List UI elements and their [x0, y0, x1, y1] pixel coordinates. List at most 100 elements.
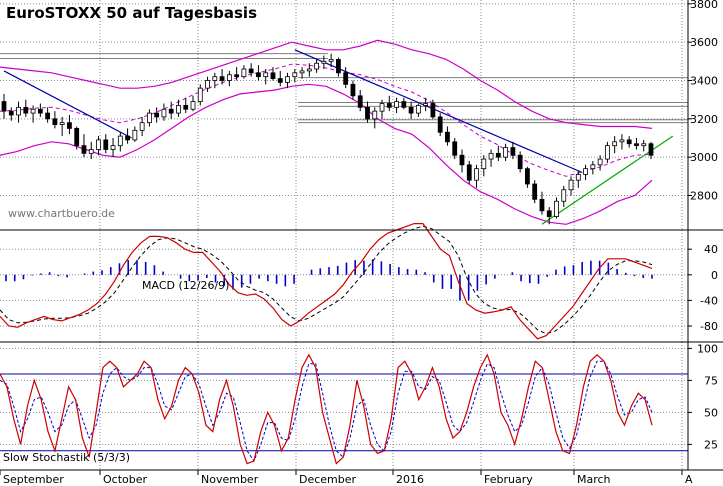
- macd-histogram-bar: [48, 272, 51, 275]
- macd-histogram-bar: [476, 274, 479, 291]
- candle-body: [437, 116, 443, 133]
- candle-body: [532, 183, 538, 200]
- candle-body: [226, 74, 232, 81]
- macd-histogram-bar: [249, 274, 252, 284]
- candle-body: [452, 141, 458, 156]
- candle-body: [59, 122, 65, 125]
- candle-body: [401, 101, 407, 108]
- macd-histogram-bar: [494, 274, 496, 279]
- candle-body: [241, 68, 247, 78]
- macd-histogram-bar: [398, 267, 400, 275]
- x-tick-label: October: [103, 473, 147, 486]
- candle-body: [37, 108, 43, 114]
- candle-body: [234, 74, 240, 78]
- macd-histogram-bar: [389, 263, 391, 275]
- stochastic-tick-label: 25: [704, 438, 718, 451]
- candle-body: [88, 149, 94, 154]
- candle-body: [306, 68, 312, 72]
- macd-histogram-bar: [345, 262, 348, 275]
- candle-body: [408, 106, 414, 114]
- candle-body: [74, 128, 80, 147]
- macd-histogram-bar: [415, 269, 418, 275]
- macd-histogram-bar: [310, 269, 313, 275]
- candle-body: [256, 72, 261, 78]
- candle-body: [212, 76, 218, 81]
- macd-signal-line: [0, 225, 653, 335]
- candle-body: [554, 200, 559, 217]
- macd-histogram-bar: [432, 274, 435, 283]
- candle-body: [125, 135, 130, 141]
- candle-body: [277, 78, 283, 83]
- macd-tick-label: -40: [700, 294, 718, 307]
- candle-body: [263, 72, 269, 78]
- price-tick-label: 3600: [690, 36, 718, 49]
- candle-body: [379, 103, 385, 112]
- y-axis-labels: 2800 3000 3200 3400 3600 3800 40 0 -40 -80 100 75 50…: [690, 0, 718, 451]
- stochastic-tick-label: 100: [697, 342, 718, 355]
- price-tick-label: 3000: [690, 151, 718, 164]
- macd-histogram-bar: [92, 271, 95, 275]
- stochastic-label: Slow Stochastik (5/3/3): [3, 451, 130, 464]
- candle-body: [415, 105, 421, 114]
- macd-histogram-bar: [22, 274, 25, 280]
- candle-body: [510, 147, 516, 156]
- macd-histogram-bar: [581, 262, 583, 275]
- macd-histogram-bar: [136, 260, 138, 275]
- price-overlay-lines: [0, 39, 688, 225]
- candle-body: [423, 103, 429, 106]
- candle-body: [117, 135, 123, 147]
- candle-body: [568, 179, 574, 191]
- macd-histogram-bar: [101, 270, 103, 275]
- x-tick-label: March: [577, 473, 611, 486]
- macd-histogram-bar: [441, 274, 444, 289]
- candle-body: [525, 168, 530, 185]
- x-tick-label: September: [3, 473, 64, 486]
- candle-body: [604, 145, 610, 160]
- down-trendline: [294, 49, 583, 174]
- candle-body: [612, 141, 618, 147]
- price-tick-label: 3400: [690, 75, 718, 88]
- macd-histogram-bar: [118, 263, 121, 275]
- candle-body: [292, 72, 298, 78]
- candle-body: [30, 108, 36, 114]
- candle-body: [430, 103, 436, 118]
- macd-histogram-bar: [223, 274, 226, 286]
- axes: [0, 0, 723, 475]
- macd-histogram-bar: [153, 265, 156, 275]
- candle-body: [219, 76, 225, 81]
- candle-body: [634, 143, 639, 147]
- macd-histogram-bar: [284, 274, 287, 287]
- candle-body: [517, 154, 523, 170]
- stochastic-tick-label: 75: [704, 374, 718, 387]
- candle-body: [394, 101, 399, 108]
- candle-body: [539, 198, 545, 212]
- macd-histogram-bar: [651, 274, 653, 279]
- candle-body: [183, 105, 189, 110]
- macd-histogram-bar: [66, 274, 68, 278]
- candle-body: [365, 106, 370, 120]
- moving-average-line: [0, 63, 653, 177]
- candle-body: [597, 158, 603, 166]
- stochastic-tick-label: 50: [704, 406, 718, 419]
- candle-body: [52, 118, 58, 125]
- candle-body: [81, 145, 87, 154]
- axis-background: [688, 0, 723, 486]
- candle-body: [503, 147, 509, 158]
- macd-histogram-bar: [5, 274, 7, 282]
- candle-body: [481, 158, 487, 170]
- candle-body: [641, 143, 647, 147]
- macd-histogram-bar: [293, 274, 295, 284]
- candle-body: [372, 110, 378, 120]
- candle-body: [161, 108, 167, 118]
- macd-histogram-bar: [162, 271, 164, 275]
- candle-body: [590, 164, 596, 170]
- candle-body: [357, 95, 363, 108]
- x-tick-label: December: [299, 473, 357, 486]
- stochastic-k-line: [0, 353, 653, 465]
- macd-histogram-bar: [336, 265, 339, 275]
- candle-body: [132, 129, 138, 141]
- macd-histogram-bar: [144, 262, 147, 275]
- candle-body: [583, 168, 588, 175]
- x-tick-label: A: [685, 473, 693, 486]
